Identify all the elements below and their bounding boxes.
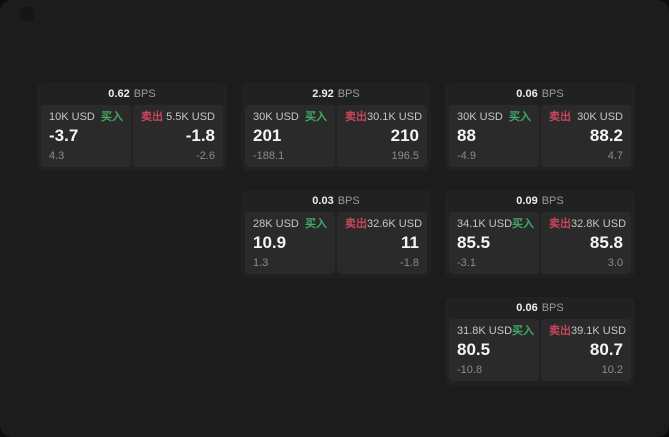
sell-label[interactable]: 卖出 (549, 111, 571, 123)
quote-card-grid: 0.62 BPS 10K USD 买入 -3.7 4.3 卖出 5.5K USD (37, 83, 635, 385)
bps-header: 0.03 BPS (241, 190, 431, 212)
buy-amount: 31.8K USD (457, 325, 513, 337)
sell-label[interactable]: 卖出 (345, 218, 367, 230)
sell-sub-value: -2.6 (196, 150, 215, 162)
buy-price: 201 (253, 126, 282, 145)
buy-amount: 30K USD (457, 111, 503, 123)
sell-price: 11 (401, 233, 419, 252)
bps-value: 0.06 (516, 87, 538, 100)
bps-header: 0.06 BPS (445, 297, 635, 319)
buy-sub-value: -188.1 (253, 150, 285, 162)
sell-amount: 30.1K USD (367, 111, 423, 123)
buy-sub-value: -4.9 (457, 150, 476, 162)
buy-label[interactable]: 买入 (512, 325, 535, 337)
bps-label: BPS (541, 301, 564, 314)
buy-panel[interactable]: 31.8K USD 买入 80.5 -10.8 (449, 319, 539, 381)
card-body: 31.8K USD 买入 80.5 -10.8 卖出 39.1K USD 80.… (445, 319, 635, 385)
bps-value: 0.09 (516, 194, 538, 207)
card-body: 30K USD 买入 201 -188.1 卖出 30.1K USD 210 1… (241, 105, 431, 171)
sell-sub-value: 10.2 (601, 364, 623, 376)
buy-panel[interactable]: 28K USD 买入 10.9 1.3 (245, 212, 335, 274)
sell-label[interactable]: 卖出 (345, 111, 367, 123)
sell-amount: 30K USD (577, 111, 623, 123)
buy-amount: 28K USD (253, 218, 299, 230)
bps-label: BPS (337, 87, 360, 100)
sell-panel[interactable]: 卖出 32.8K USD 85.8 3.0 (541, 212, 631, 274)
card-body: 28K USD 买入 10.9 1.3 卖出 32.6K USD 11 -1.8 (241, 212, 431, 278)
bps-header: 0.09 BPS (445, 190, 635, 212)
card-body: 10K USD 买入 -3.7 4.3 卖出 5.5K USD -1.8 -2.… (37, 105, 227, 171)
sell-price: 85.8 (589, 233, 623, 252)
buy-amount: 30K USD (253, 111, 299, 123)
buy-panel[interactable]: 10K USD 买入 -3.7 4.3 (41, 105, 131, 167)
quote-card: 0.06 BPS 31.8K USD 买入 80.5 -10.8 卖出 39.1… (445, 297, 635, 385)
buy-label[interactable]: 买入 (101, 111, 123, 123)
quote-card: 0.09 BPS 34.1K USD 买入 85.5 -3.1 卖出 32.8K… (445, 190, 635, 278)
buy-price: 80.5 (457, 340, 491, 359)
bps-label: BPS (133, 87, 156, 100)
card-body: 34.1K USD 买入 85.5 -3.1 卖出 32.8K USD 85.8… (445, 212, 635, 278)
sell-panel[interactable]: 卖出 5.5K USD -1.8 -2.6 (133, 105, 223, 167)
buy-sub-value: -10.8 (457, 364, 483, 376)
quote-card: 0.06 BPS 30K USD 买入 88 -4.9 卖出 30K USD (445, 83, 635, 171)
buy-panel[interactable]: 30K USD 买入 88 -4.9 (449, 105, 539, 167)
buy-price: 85.5 (457, 233, 491, 252)
sell-sub-value: 3.0 (607, 257, 623, 269)
bps-header: 0.62 BPS (37, 83, 227, 105)
sell-amount: 32.8K USD (571, 218, 627, 230)
sell-panel[interactable]: 卖出 30.1K USD 210 196.5 (337, 105, 427, 167)
bps-label: BPS (541, 87, 564, 100)
buy-amount: 34.1K USD (457, 218, 513, 230)
buy-price: 88 (457, 126, 476, 145)
buy-label[interactable]: 买入 (512, 218, 535, 230)
buy-sub-value: 1.3 (253, 257, 269, 269)
bps-value: 0.62 (108, 87, 130, 100)
bps-label: BPS (541, 194, 564, 207)
sell-price: 210 (390, 126, 419, 145)
buy-label[interactable]: 买入 (509, 111, 531, 123)
sell-price: 80.7 (589, 340, 623, 359)
bps-value: 2.92 (312, 87, 334, 100)
sell-panel[interactable]: 卖出 30K USD 88.2 4.7 (541, 105, 631, 167)
sell-amount: 5.5K USD (166, 111, 215, 123)
sell-sub-value: 196.5 (391, 150, 419, 162)
buy-panel[interactable]: 30K USD 买入 201 -188.1 (245, 105, 335, 167)
sell-label[interactable]: 卖出 (549, 218, 571, 230)
sell-price: 88.2 (589, 126, 623, 145)
buy-price: -3.7 (49, 126, 79, 145)
bps-header: 0.06 BPS (445, 83, 635, 105)
sell-amount: 32.6K USD (367, 218, 423, 230)
buy-sub-value: -3.1 (457, 257, 476, 269)
buy-sub-value: 4.3 (49, 150, 65, 162)
sell-panel[interactable]: 卖出 39.1K USD 80.7 10.2 (541, 319, 631, 381)
quote-card: 2.92 BPS 30K USD 买入 201 -188.1 卖出 30.1K … (241, 83, 431, 171)
quote-card: 0.03 BPS 28K USD 买入 10.9 1.3 卖出 32.6K US… (241, 190, 431, 278)
buy-price: 10.9 (253, 233, 287, 252)
card-body: 30K USD 买入 88 -4.9 卖出 30K USD 88.2 4.7 (445, 105, 635, 171)
sell-label[interactable]: 卖出 (549, 325, 571, 337)
bps-value: 0.06 (516, 301, 538, 314)
buy-amount: 10K USD (49, 111, 95, 123)
sell-price: -1.8 (185, 126, 215, 145)
sell-sub-value: 4.7 (607, 150, 623, 162)
sell-amount: 39.1K USD (571, 325, 627, 337)
app-logo-icon (20, 7, 34, 21)
buy-label[interactable]: 买入 (305, 111, 327, 123)
sell-sub-value: -1.8 (400, 257, 419, 269)
bps-header: 2.92 BPS (241, 83, 431, 105)
quote-card: 0.62 BPS 10K USD 买入 -3.7 4.3 卖出 5.5K USD (37, 83, 227, 171)
bps-value: 0.03 (312, 194, 334, 207)
buy-label[interactable]: 买入 (305, 218, 327, 230)
buy-panel[interactable]: 34.1K USD 买入 85.5 -3.1 (449, 212, 539, 274)
sell-panel[interactable]: 卖出 32.6K USD 11 -1.8 (337, 212, 427, 274)
sell-label[interactable]: 卖出 (141, 111, 163, 123)
bps-label: BPS (337, 194, 360, 207)
